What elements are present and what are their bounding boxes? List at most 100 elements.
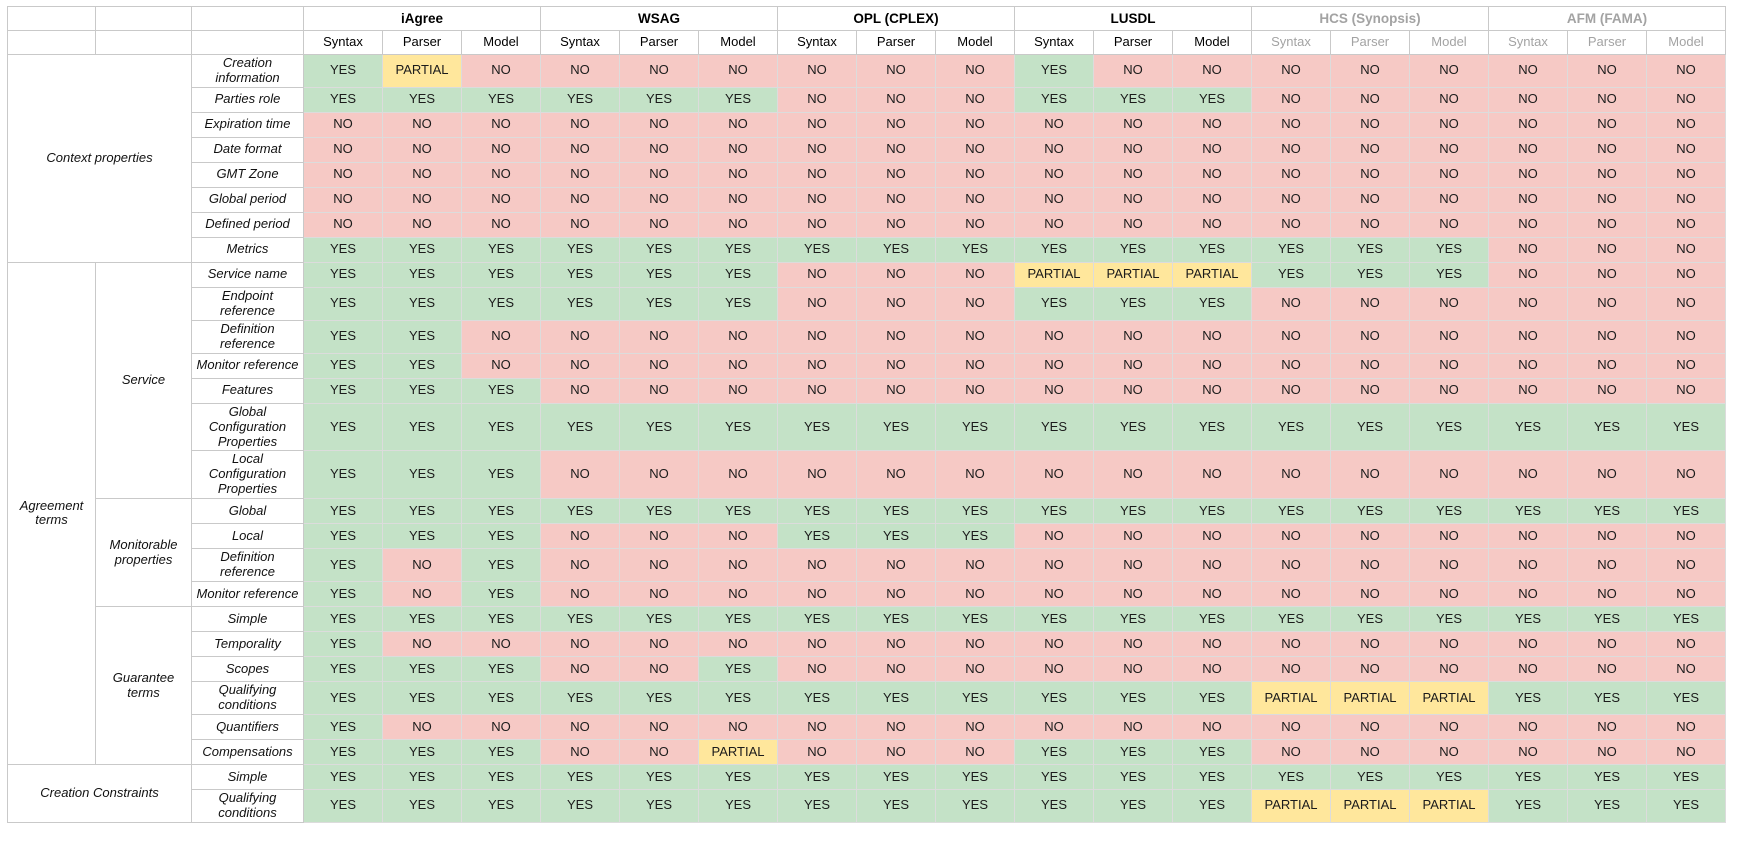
value-cell: YES (1567, 606, 1647, 633)
value-cell: NO (856, 739, 936, 765)
value-cell: YES (461, 581, 541, 608)
value-cell: YES (777, 402, 857, 452)
value-cell: NO (303, 136, 383, 163)
value-cell: NO (619, 581, 699, 608)
value-cell: NO (619, 111, 699, 138)
row-label: Definition reference (191, 548, 304, 583)
value-cell: YES (1567, 789, 1647, 823)
value-cell: NO (1488, 739, 1568, 765)
value-cell: NO (1172, 211, 1252, 238)
value-cell: YES (1646, 606, 1726, 633)
value-cell: NO (935, 656, 1015, 683)
value-cell: NO (540, 377, 620, 404)
value-cell: NO (382, 581, 462, 608)
value-cell: NO (303, 211, 383, 238)
value-cell: NO (1567, 352, 1647, 379)
value-cell: NO (935, 111, 1015, 138)
value-cell: YES (540, 236, 620, 263)
tool-group-header: LUSDL (1014, 6, 1252, 31)
value-cell: NO (935, 352, 1015, 379)
value-cell: YES (619, 402, 699, 452)
value-cell: NO (540, 450, 620, 500)
value-cell: NO (1093, 211, 1173, 238)
value-cell: NO (1251, 656, 1331, 683)
value-cell: NO (1646, 86, 1726, 113)
value-cell: NO (1488, 86, 1568, 113)
value-cell: NO (1330, 161, 1410, 188)
value-cell: PARTIAL (382, 54, 462, 88)
value-cell: NO (1330, 136, 1410, 163)
value-cell: NO (1330, 286, 1410, 321)
value-cell: YES (1093, 402, 1173, 452)
value-cell: PARTIAL (1251, 681, 1331, 715)
value-cell: NO (777, 261, 857, 288)
subcolumn-header: Parser (619, 30, 699, 55)
value-cell: YES (1093, 86, 1173, 113)
value-cell: YES (540, 789, 620, 823)
value-cell: NO (935, 581, 1015, 608)
value-cell: NO (1488, 261, 1568, 288)
value-cell: NO (777, 54, 857, 88)
value-cell: NO (1014, 714, 1094, 740)
value-cell: NO (1646, 523, 1726, 550)
value-cell: NO (1330, 548, 1410, 583)
value-cell: NO (935, 377, 1015, 404)
value-cell: YES (1014, 764, 1094, 790)
value-cell: YES (1172, 606, 1252, 633)
row-label: Local (191, 523, 304, 550)
row-label: Features (191, 377, 304, 404)
value-cell: NO (1567, 581, 1647, 608)
value-cell: NO (1488, 352, 1568, 379)
value-cell: NO (1567, 548, 1647, 583)
value-cell: NO (1646, 261, 1726, 288)
value-cell: NO (856, 631, 936, 658)
value-cell: YES (1251, 606, 1331, 633)
value-cell: YES (1251, 764, 1331, 790)
value-cell: NO (540, 319, 620, 354)
value-cell: NO (698, 111, 778, 138)
value-cell: YES (777, 236, 857, 263)
value-cell: NO (1409, 523, 1489, 550)
value-cell: YES (1014, 402, 1094, 452)
value-cell: NO (856, 54, 936, 88)
value-cell: NO (1172, 377, 1252, 404)
value-cell: NO (856, 211, 936, 238)
value-cell: YES (303, 764, 383, 790)
value-cell: NO (1409, 286, 1489, 321)
value-cell: YES (1093, 236, 1173, 263)
value-cell: NO (1646, 111, 1726, 138)
value-cell: NO (1488, 54, 1568, 88)
value-cell: YES (303, 739, 383, 765)
value-cell: YES (382, 286, 462, 321)
value-cell: PARTIAL (1014, 261, 1094, 288)
row-label: GMT Zone (191, 161, 304, 188)
value-cell: YES (1251, 261, 1331, 288)
value-cell: NO (461, 54, 541, 88)
value-cell: YES (698, 86, 778, 113)
value-cell: NO (935, 631, 1015, 658)
value-cell: NO (1172, 186, 1252, 213)
value-cell: NO (698, 377, 778, 404)
value-cell: NO (935, 714, 1015, 740)
value-cell: NO (1488, 111, 1568, 138)
value-cell: NO (540, 186, 620, 213)
row-label: Defined period (191, 211, 304, 238)
value-cell: NO (1251, 714, 1331, 740)
value-cell: NO (540, 631, 620, 658)
value-cell: YES (1409, 402, 1489, 452)
value-cell: NO (777, 161, 857, 188)
value-cell: YES (461, 450, 541, 500)
value-cell: YES (303, 631, 383, 658)
value-cell: NO (1409, 161, 1489, 188)
value-cell: NO (540, 656, 620, 683)
row-subgroup-label: Service (95, 261, 192, 500)
value-cell: NO (777, 86, 857, 113)
value-cell: NO (1093, 714, 1173, 740)
value-cell: YES (1646, 498, 1726, 525)
value-cell: NO (1488, 319, 1568, 354)
value-cell: NO (1172, 523, 1252, 550)
value-cell: NO (935, 548, 1015, 583)
value-cell: YES (1014, 789, 1094, 823)
subcolumn-header: Model (1646, 30, 1726, 55)
row-label: Monitor reference (191, 352, 304, 379)
